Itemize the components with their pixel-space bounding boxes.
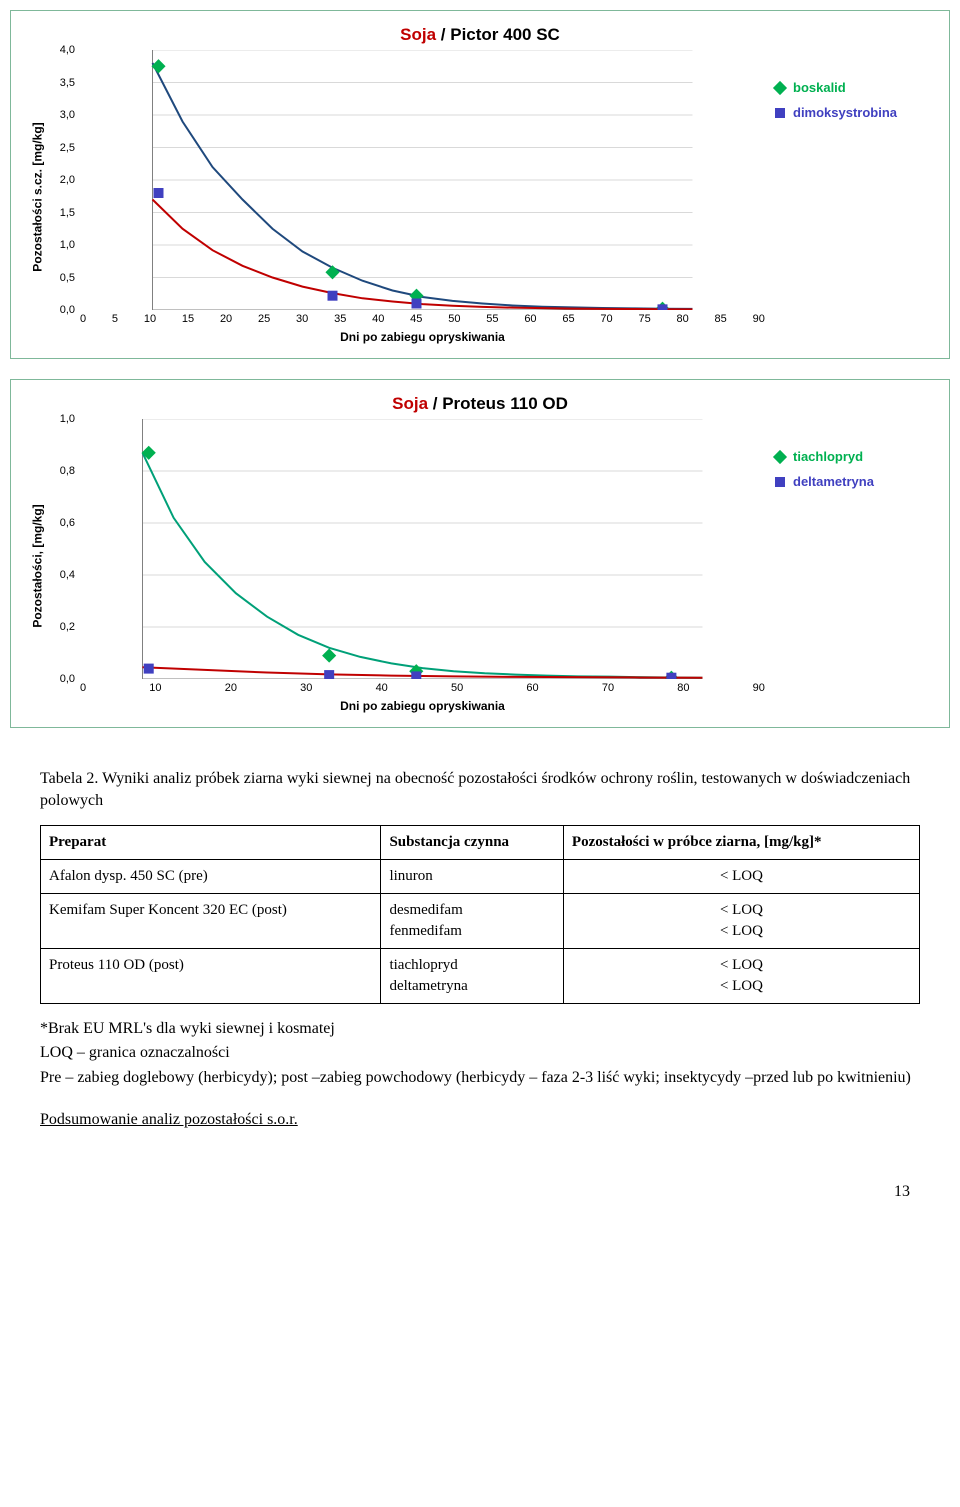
summary-heading: Podsumowanie analiz pozostałości s.o.r.: [40, 1109, 920, 1131]
chart1-x-label: Dni po zabiegu opryskiwania: [50, 325, 765, 344]
legend-label: deltametryna: [793, 474, 874, 489]
chart2-plot: [80, 419, 765, 679]
table-row: Kemifam Super Koncent 320 EC (post)desme…: [41, 893, 920, 948]
x-tick: 0: [80, 682, 86, 694]
x-tick: 80: [677, 313, 689, 325]
x-tick: 40: [376, 682, 388, 694]
diamond-marker-icon: [773, 449, 787, 463]
chart1-y-ticks: 0,00,51,01,52,02,53,03,54,0: [50, 50, 80, 310]
chart-proteus-110-od: Soja / Proteus 110 OD Pozostałości, [mg/…: [10, 379, 950, 728]
chart1-plot: [80, 50, 765, 310]
x-tick: 15: [182, 313, 194, 325]
chart2-x-ticks: 0 10 20 30 40 50 60 70 80 90: [50, 679, 765, 694]
x-tick: 90: [753, 313, 765, 325]
legend-item: boskalid: [775, 80, 925, 95]
table-cell: < LOQ< LOQ: [563, 893, 919, 948]
x-tick: 0: [80, 313, 86, 325]
x-tick: 30: [296, 313, 308, 325]
table-cell: < LOQ< LOQ: [563, 948, 919, 1003]
footnote-mrl: *Brak EU MRL's dla wyki siewnej i kosmat…: [40, 1018, 920, 1040]
chart2-y-ticks: 0,00,20,40,60,81,0: [50, 419, 80, 679]
x-tick: 45: [410, 313, 422, 325]
table-row: Afalon dysp. 450 SC (pre)linuron< LOQ: [41, 859, 920, 893]
legend-label: dimoksystrobina: [793, 105, 897, 120]
table-cell: tiachlopryddeltametryna: [381, 948, 563, 1003]
x-tick: 60: [526, 682, 538, 694]
x-tick: 65: [562, 313, 574, 325]
legend-item: deltametryna: [775, 474, 925, 489]
chart1-legend: boskalid dimoksystrobina: [765, 50, 935, 344]
square-marker-icon: [775, 108, 785, 118]
chart-pictor-400-sc: Soja / Pictor 400 SC Pozostałości s.cz. …: [10, 10, 950, 359]
x-tick: 55: [486, 313, 498, 325]
x-tick: 40: [372, 313, 384, 325]
x-tick: 70: [600, 313, 612, 325]
x-tick: 30: [300, 682, 312, 694]
table-header: Preparat: [41, 825, 381, 859]
chart1-title: Soja / Pictor 400 SC: [15, 15, 945, 50]
table-cell: Kemifam Super Koncent 320 EC (post): [41, 893, 381, 948]
square-marker-icon: [775, 477, 785, 487]
x-tick: 20: [220, 313, 232, 325]
page-number: 13: [10, 1163, 950, 1211]
x-tick: 85: [715, 313, 727, 325]
table-caption: Tabela 2. Wyniki analiz próbek ziarna wy…: [40, 768, 920, 813]
chart2-x-label: Dni po zabiegu opryskiwania: [50, 694, 765, 713]
x-tick: 20: [225, 682, 237, 694]
table-cell: desmedifamfenmedifam: [381, 893, 563, 948]
chart2-legend: tiachlopryd deltametryna: [765, 419, 935, 713]
x-tick: 60: [524, 313, 536, 325]
chart1-y-label: Pozostałości s.cz. [mg/kg]: [25, 50, 50, 344]
x-tick: 5: [112, 313, 118, 325]
footnote-pre-post: Pre – zabieg doglebowy (herbicydy); post…: [40, 1067, 920, 1089]
footnote-loq: LOQ – granica oznaczalności: [40, 1042, 920, 1064]
diamond-marker-icon: [773, 80, 787, 94]
x-tick: 90: [753, 682, 765, 694]
chart2-y-label: Pozostałości, [mg/kg]: [25, 419, 50, 713]
table-cell: < LOQ: [563, 859, 919, 893]
x-tick: 50: [448, 313, 460, 325]
table-cell: linuron: [381, 859, 563, 893]
legend-label: boskalid: [793, 80, 846, 95]
chart2-title: Soja / Proteus 110 OD: [15, 384, 945, 419]
legend-label: tiachlopryd: [793, 449, 863, 464]
x-tick: 25: [258, 313, 270, 325]
table-cell: Afalon dysp. 450 SC (pre): [41, 859, 381, 893]
legend-item: tiachlopryd: [775, 449, 925, 464]
table-row: Proteus 110 OD (post)tiachlopryddeltamet…: [41, 948, 920, 1003]
table-cell: Proteus 110 OD (post): [41, 948, 381, 1003]
table-header: Substancja czynna: [381, 825, 563, 859]
legend-item: dimoksystrobina: [775, 105, 925, 120]
table-header: Pozostałości w próbce ziarna, [mg/kg]*: [563, 825, 919, 859]
x-tick: 50: [451, 682, 463, 694]
x-tick: 80: [677, 682, 689, 694]
chart1-x-ticks: 0 5 10 15 20 25 30 35 40 45 50 55 60 65 70 75 80 85 90: [50, 310, 765, 325]
x-tick: 10: [149, 682, 161, 694]
x-tick: 70: [602, 682, 614, 694]
results-table: PreparatSubstancja czynnaPozostałości w …: [40, 825, 920, 1004]
x-tick: 10: [144, 313, 156, 325]
x-tick: 75: [638, 313, 650, 325]
x-tick: 35: [334, 313, 346, 325]
